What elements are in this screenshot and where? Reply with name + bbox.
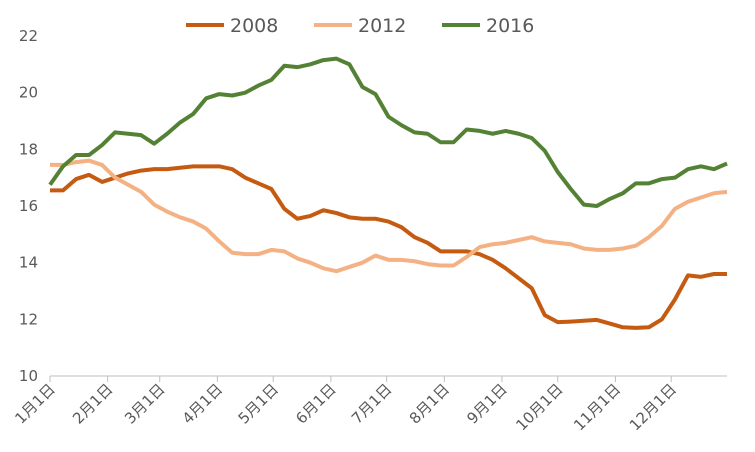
x-tick-label: 4月1日 xyxy=(179,380,226,427)
x-tick-label: 8月1日 xyxy=(406,380,453,427)
x-tick-label: 7月1日 xyxy=(348,380,395,427)
y-tick-label: 10 xyxy=(19,367,38,385)
y-tick-label: 12 xyxy=(19,310,38,328)
x-tick-label: 3月1日 xyxy=(121,380,168,427)
x-tick-label: 6月1日 xyxy=(292,380,339,427)
y-tick-label: 18 xyxy=(19,140,38,158)
x-tick-label: 9月1日 xyxy=(463,380,510,427)
x-tick-label: 1月1日 xyxy=(11,380,58,427)
legend-label: 2016 xyxy=(486,15,534,37)
x-tick-label: 10月1日 xyxy=(512,380,566,434)
series-line xyxy=(48,56,728,208)
y-tick-label: 16 xyxy=(19,197,38,215)
y-tick-label: 22 xyxy=(19,27,38,45)
x-tick-label: 12月1日 xyxy=(626,380,680,434)
legend-label: 2008 xyxy=(230,15,278,37)
y-tick-label: 20 xyxy=(19,84,38,102)
y-tick-label: 14 xyxy=(19,254,38,272)
legend-label: 2012 xyxy=(358,15,406,37)
x-tick-label: 2月1日 xyxy=(69,380,116,427)
series-line xyxy=(50,158,728,274)
x-tick-label: 11月1日 xyxy=(570,380,624,434)
series-line xyxy=(50,164,727,330)
x-tick-label: 5月1日 xyxy=(235,380,282,427)
